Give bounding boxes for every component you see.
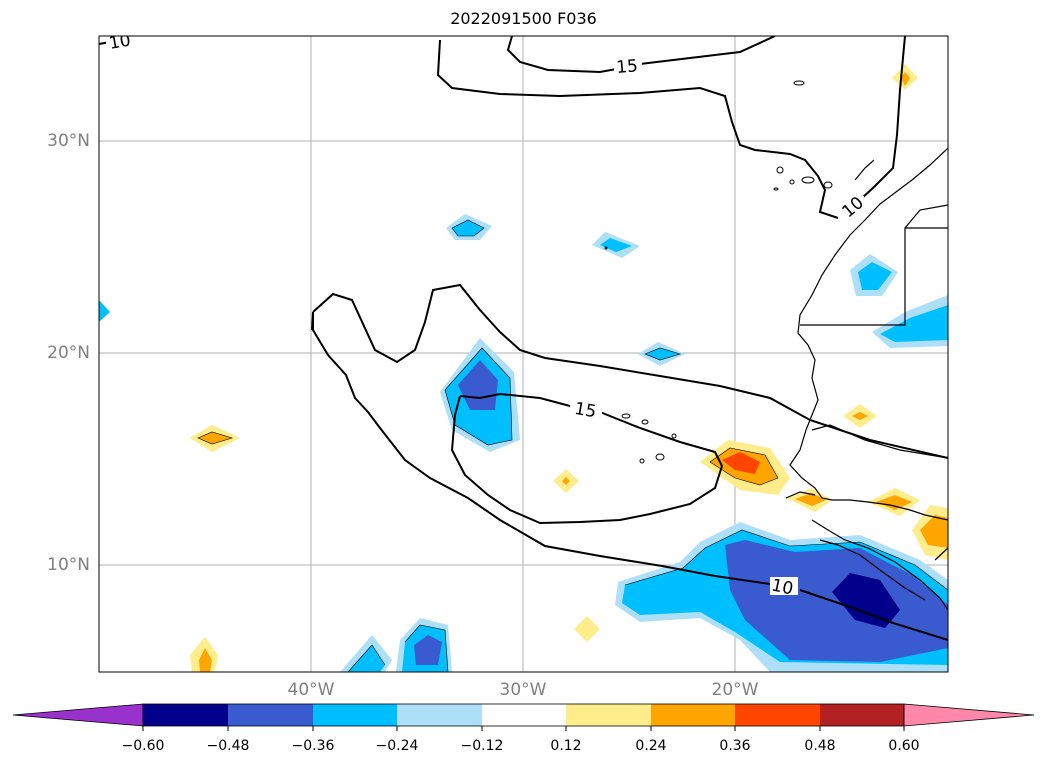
colorbar bbox=[12, 703, 1035, 731]
colorbar-tick-label: 0.60 bbox=[888, 738, 920, 754]
lat-label: 20°N bbox=[47, 343, 90, 363]
colorbar-tick-label: 0.36 bbox=[719, 738, 751, 754]
colorbar-tick-label: 0.24 bbox=[635, 738, 667, 754]
colorbar-tick-label: −0.48 bbox=[206, 738, 250, 754]
lon-label: 30°W bbox=[499, 680, 547, 700]
coastlines bbox=[785, 147, 948, 611]
positive-anomaly-fills bbox=[190, 64, 948, 672]
gridlines bbox=[99, 36, 948, 672]
contour-label: 15 bbox=[615, 56, 638, 78]
colorbar-tick-label: 0.12 bbox=[550, 738, 582, 754]
colorbar-tick-label: 0.48 bbox=[804, 738, 836, 754]
isolines bbox=[99, 36, 948, 641]
map-frame bbox=[98, 35, 949, 673]
colorbar-tick-label: −0.12 bbox=[460, 738, 504, 754]
map-title: 2022091500 F036 bbox=[450, 9, 597, 28]
contour-labels: 10 15 15 10 10 bbox=[106, 30, 868, 600]
negative-anomaly-fills bbox=[99, 214, 948, 672]
lon-label: 40°W bbox=[287, 680, 335, 700]
contour-label: 10 bbox=[770, 575, 795, 599]
colorbar-tick-label: −0.60 bbox=[121, 738, 165, 754]
lon-label: 20°W bbox=[711, 680, 759, 700]
anomaly-outlines bbox=[197, 219, 948, 672]
lat-label: 10°N bbox=[47, 555, 90, 575]
contour-label: 15 bbox=[573, 399, 598, 422]
colorbar-tick-label: −0.36 bbox=[291, 738, 335, 754]
contour-label: 10 bbox=[108, 30, 133, 53]
islands bbox=[604, 80, 833, 464]
colorbar-tick-label: −0.24 bbox=[375, 738, 419, 754]
lat-label: 30°N bbox=[47, 131, 90, 151]
